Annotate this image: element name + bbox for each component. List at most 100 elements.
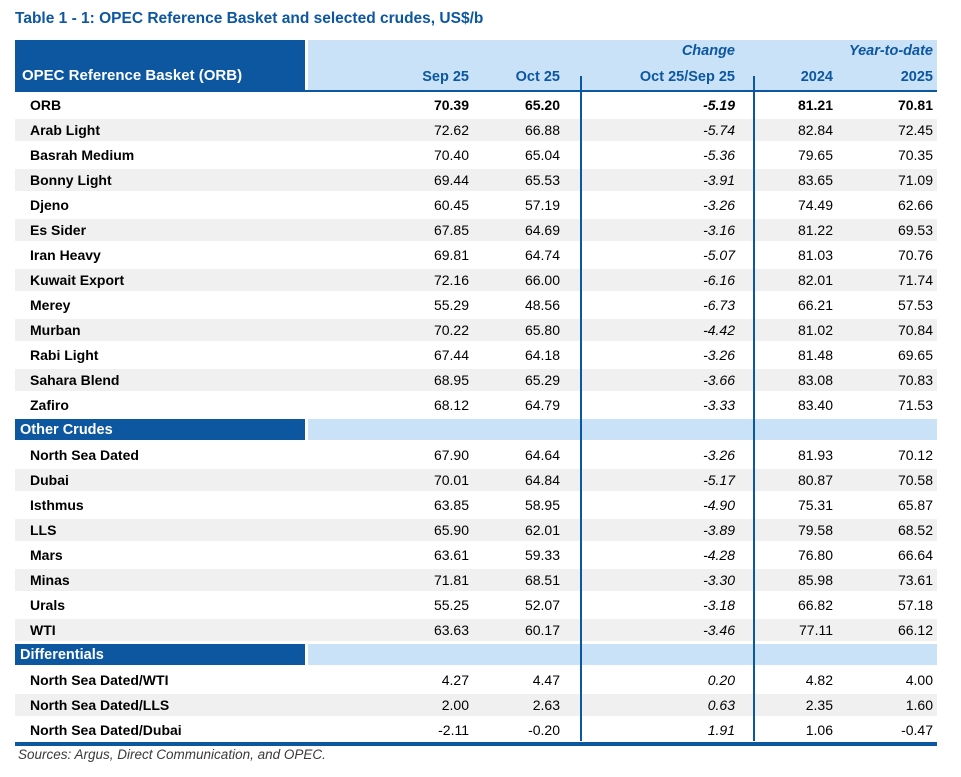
cell-ytd-2025: 71.09	[897, 172, 933, 188]
table-row: ORB 70.39 65.20 -5.19 81.21 70.81	[15, 92, 937, 117]
section-header-label: Other Crudes	[15, 419, 305, 440]
cell-ytd-2024: 83.40	[797, 397, 833, 413]
cell-change: 1.91	[707, 722, 735, 738]
cell-oct25: 62.01	[524, 522, 560, 538]
table-row: Murban 70.22 65.80 -4.42 81.02 70.84	[15, 317, 937, 342]
cell-sep25: 65.90	[433, 522, 469, 538]
cell-ytd-2024: 81.02	[797, 322, 833, 338]
row-label: Zafiro	[30, 397, 69, 413]
cell-oct25: 58.95	[524, 497, 560, 513]
table-row: Kuwait Export 72.16 66.00 -6.16 82.01 71…	[15, 267, 937, 292]
cell-sep25: 69.81	[433, 247, 469, 263]
cell-change: -3.16	[703, 222, 735, 238]
cell-ytd-2025: 62.66	[897, 197, 933, 213]
cell-sep25: 70.40	[433, 147, 469, 163]
cell-ytd-2025: 70.35	[897, 147, 933, 163]
row-label: Merey	[30, 297, 71, 313]
cell-oct25: 64.74	[524, 247, 560, 263]
cell-oct25: 64.84	[524, 472, 560, 488]
cell-sep25: 68.95	[433, 372, 469, 388]
cell-oct25: 59.33	[524, 547, 560, 563]
section-header-fill	[308, 419, 937, 440]
cell-oct25: 65.29	[524, 372, 560, 388]
cell-ytd-2024: 74.49	[797, 197, 833, 213]
table-row: North Sea Dated/WTI 4.27 4.47 0.20 4.82 …	[15, 667, 937, 692]
column-header-row: Sep 25 Oct 25 Oct 25/Sep 25 2024 2025	[308, 69, 937, 85]
cell-ytd-2024: 79.58	[797, 522, 833, 538]
cell-oct25: 68.51	[524, 572, 560, 588]
table-row: Sahara Blend 68.95 65.29 -3.66 83.08 70.…	[15, 367, 937, 392]
row-label: North Sea Dated/LLS	[30, 697, 170, 713]
section-header-row: Differentials	[15, 642, 937, 667]
corner-header-cell: OPEC Reference Basket (ORB)	[15, 40, 305, 90]
section-header-fill	[308, 644, 937, 665]
cell-ytd-2024: 83.08	[797, 372, 833, 388]
cell-ytd-2025: 65.87	[897, 497, 933, 513]
cell-ytd-2024: 75.31	[797, 497, 833, 513]
cell-ytd-2024: 81.48	[797, 347, 833, 363]
row-label: Sahara Blend	[30, 372, 120, 388]
cell-ytd-2025: 66.12	[897, 622, 933, 638]
cell-sep25: 67.90	[433, 447, 469, 463]
header-gap	[305, 40, 308, 90]
cell-oct25: 4.47	[532, 672, 560, 688]
table-row: Djeno 60.45 57.19 -3.26 74.49 62.66	[15, 192, 937, 217]
cell-ytd-2024: 66.21	[797, 297, 833, 313]
cell-sep25: 69.44	[433, 172, 469, 188]
cell-ytd-2024: 82.01	[797, 272, 833, 288]
cell-change: -6.73	[703, 297, 735, 313]
table-row: Merey 55.29 48.56 -6.73 66.21 57.53	[15, 292, 937, 317]
cell-ytd-2024: 4.82	[805, 672, 833, 688]
cell-ytd-2025: 70.84	[897, 322, 933, 338]
opec-basket-table: OPEC Reference Basket (ORB) Change Year-…	[15, 40, 937, 746]
cell-ytd-2025: 69.53	[897, 222, 933, 238]
row-label: Mars	[30, 547, 63, 563]
cell-oct25: 64.64	[524, 447, 560, 463]
row-label: Kuwait Export	[30, 272, 125, 288]
table-row: Arab Light 72.62 66.88 -5.74 82.84 72.45	[15, 117, 937, 142]
cell-oct25: 66.00	[524, 272, 560, 288]
cell-ytd-2025: 69.65	[897, 347, 933, 363]
cell-ytd-2024: 82.84	[797, 122, 833, 138]
row-label: WTI	[30, 622, 56, 638]
section-header-gap	[305, 644, 308, 665]
cell-ytd-2025: 1.60	[905, 697, 933, 713]
cell-oct25: 64.69	[524, 222, 560, 238]
cell-sep25: 4.27	[441, 672, 469, 688]
cell-oct25: -0.20	[528, 722, 560, 738]
cell-ytd-2025: 73.61	[897, 572, 933, 588]
cell-change: -5.19	[703, 97, 735, 113]
cell-oct25: 2.63	[532, 697, 560, 713]
row-label: North Sea Dated	[30, 447, 139, 463]
row-label: Iran Heavy	[30, 247, 101, 263]
row-label: Djeno	[30, 197, 69, 213]
table-row: LLS 65.90 62.01 -3.89 79.58 68.52	[15, 517, 937, 542]
cell-change: -5.74	[703, 122, 735, 138]
cell-ytd-2025: 70.12	[897, 447, 933, 463]
group-header-year-to-date: Year-to-date	[848, 43, 933, 59]
table-row: North Sea Dated 67.90 64.64 -3.26 81.93 …	[15, 442, 937, 467]
column-header-oct25: Oct 25	[515, 69, 560, 85]
cell-ytd-2024: 77.11	[799, 622, 833, 638]
cell-oct25: 52.07	[524, 597, 560, 613]
cell-change: -4.42	[703, 322, 735, 338]
cell-sep25: 68.12	[433, 397, 469, 413]
row-label: Isthmus	[30, 497, 84, 513]
cell-ytd-2025: 57.53	[897, 297, 933, 313]
cell-ytd-2025: 4.00	[905, 672, 933, 688]
cell-change: -3.91	[703, 172, 735, 188]
row-label: LLS	[30, 522, 57, 538]
cell-oct25: 65.80	[524, 322, 560, 338]
cell-oct25: 64.79	[524, 397, 560, 413]
table-row: Zafiro 68.12 64.79 -3.33 83.40 71.53	[15, 392, 937, 417]
table-row: Rabi Light 67.44 64.18 -3.26 81.48 69.65	[15, 342, 937, 367]
row-label: North Sea Dated/Dubai	[30, 722, 182, 738]
cell-change: -3.18	[703, 597, 735, 613]
section-header-row: Other Crudes	[15, 417, 937, 442]
column-header-sep25: Sep 25	[422, 69, 469, 85]
table-row: Urals 55.25 52.07 -3.18 66.82 57.18	[15, 592, 937, 617]
cell-change: -5.36	[703, 147, 735, 163]
cell-change: -3.30	[703, 572, 735, 588]
cell-change: -6.16	[703, 272, 735, 288]
